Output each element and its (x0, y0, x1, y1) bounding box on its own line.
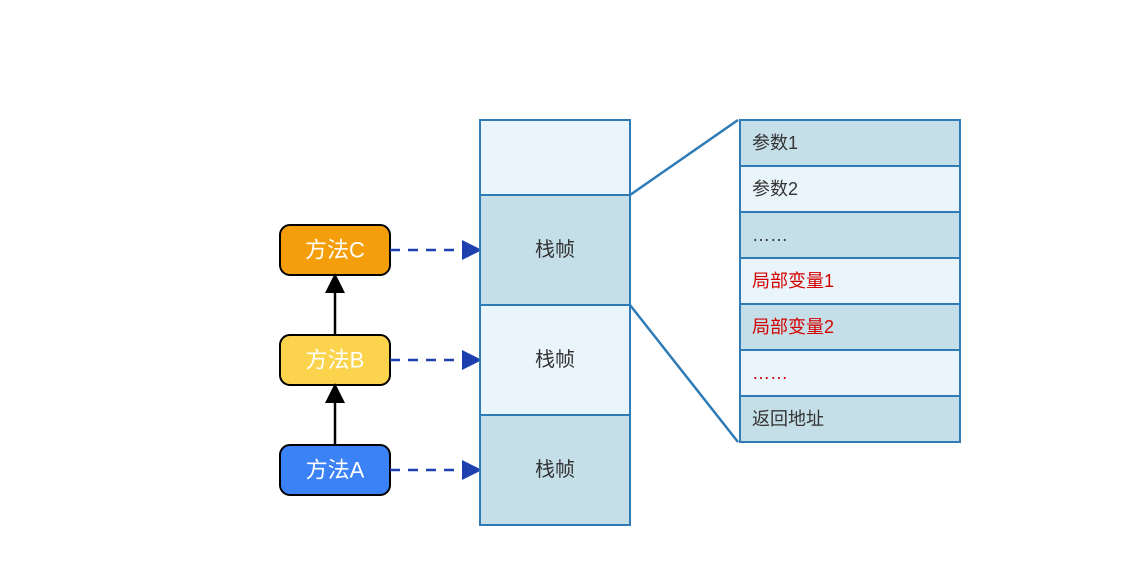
detail-row-label-0: 参数1 (752, 133, 798, 153)
stack-cell-label-2: 栈帧 (535, 348, 575, 371)
call-stack: 栈帧栈帧栈帧 (480, 120, 630, 525)
frame-detail-table: 参数1 参数2 …… 局部变量1 局部变量2 …… 返回地址 (740, 120, 960, 442)
detail-row-label-1: 参数2 (752, 179, 798, 199)
detail-row-label-3: 局部变量1 (752, 271, 834, 291)
method-label-c: 方法C (305, 238, 365, 263)
expand-line-bottom (630, 305, 738, 442)
stack-cell-label-1: 栈帧 (535, 238, 575, 261)
detail-row-label-6: 返回地址 (752, 409, 824, 429)
stack-frame-diagram: 方法C方法B方法A 栈帧栈帧栈帧 参数1参数2……局部变量1局部变量2……返回地… (0, 0, 1142, 571)
expand-line-top (630, 120, 738, 195)
frame-expand-lines (630, 120, 738, 442)
detail-row-label-4: 局部变量2 (752, 317, 834, 337)
stack-cell-0 (480, 120, 630, 195)
detail-row-label-2: …… (752, 225, 788, 245)
detail-row-label-5: …… (752, 363, 788, 383)
method-to-frame-links (390, 250, 478, 470)
method-label-a: 方法A (306, 458, 365, 483)
methods-column: 方法C 方法B 方法A (280, 225, 390, 495)
method-label-b: 方法B (306, 348, 365, 373)
stack-cell-label-3: 栈帧 (535, 458, 575, 481)
